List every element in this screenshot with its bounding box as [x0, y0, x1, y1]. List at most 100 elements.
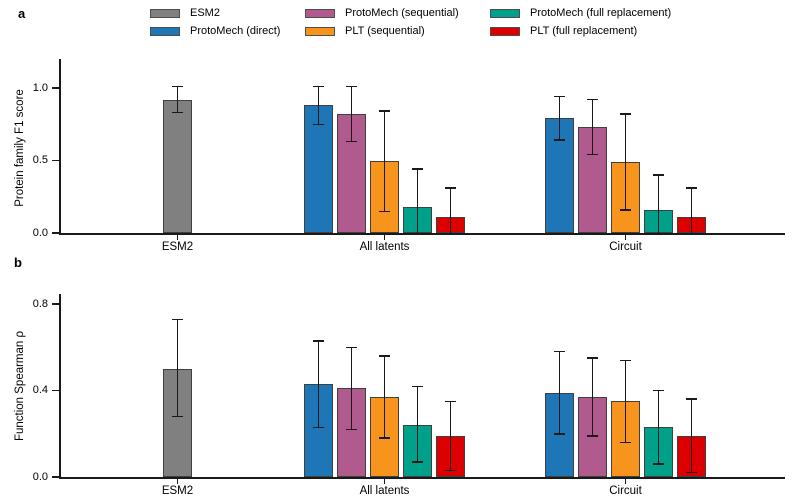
y-tick-label: 0.8	[32, 297, 48, 310]
error-bar-cap-top	[653, 389, 664, 392]
x-tick	[176, 234, 179, 240]
error-bar-cap-top	[172, 318, 183, 321]
error-bar-line	[176, 319, 179, 417]
legend-swatch-icon	[150, 27, 180, 36]
bar-protomech-direct	[304, 105, 333, 233]
error-bar-line	[416, 386, 419, 462]
error-bar-cap-bottom	[653, 463, 664, 465]
error-bar-line	[350, 347, 353, 430]
y-tick-label: 1.0	[32, 81, 48, 94]
error-bar-line	[591, 99, 594, 155]
bar-protomech-full-replacement	[403, 425, 432, 477]
error-bar-cap-top	[379, 110, 390, 112]
panel-letter-a: a	[18, 6, 26, 21]
error-bar-line	[624, 114, 627, 210]
error-bar-cap-top	[313, 340, 324, 342]
y-tick-label: 0.4	[32, 384, 48, 397]
error-bar-line	[350, 86, 353, 142]
x-tick	[176, 478, 179, 484]
error-bar-line	[317, 86, 320, 125]
error-bar-cap-bottom	[172, 415, 183, 418]
error-bar-line	[317, 340, 320, 428]
y-axis-title: Function Spearman ρ	[14, 330, 26, 442]
error-bar-cap-bottom	[379, 437, 390, 439]
legend-item-label: ProtoMech (direct)	[190, 25, 281, 37]
panel-letter-b: b	[14, 255, 22, 270]
bar-esm2	[163, 99, 192, 233]
error-bar-cap-top	[686, 187, 697, 189]
error-bar-cap-bottom	[379, 210, 390, 212]
error-bar-cap-bottom	[620, 441, 631, 444]
error-bar-cap-top	[412, 385, 423, 388]
error-bar-cap-top	[172, 85, 183, 88]
error-bar-cap-top	[346, 85, 357, 88]
x-axis	[59, 477, 785, 479]
x-tick	[383, 234, 386, 240]
x-category-label: ESM2	[161, 485, 194, 497]
y-tick	[52, 389, 59, 392]
error-bar-cap-bottom	[445, 469, 456, 472]
error-bar-line	[657, 390, 660, 465]
legend-swatch-icon	[305, 27, 335, 36]
error-bar-cap-bottom	[313, 123, 324, 125]
error-bar-cap-top	[379, 355, 390, 357]
y-tick-label: 0.5	[32, 154, 48, 166]
error-bar-cap-bottom	[587, 435, 598, 437]
error-bar-line	[690, 399, 693, 473]
error-bar-cap-top	[346, 346, 357, 349]
error-bar-cap-bottom	[313, 426, 324, 429]
y-axis	[59, 294, 61, 479]
error-bar-line	[449, 401, 452, 471]
x-category-label: ESM2	[161, 241, 194, 253]
error-bar-cap-bottom	[346, 140, 357, 143]
error-bar-cap-bottom	[172, 111, 183, 114]
error-bar-line	[416, 169, 419, 233]
error-bar-cap-bottom	[587, 153, 598, 156]
legend-swatch-icon	[305, 9, 335, 18]
legend: ESM2 ProtoMech (direct) ProtoMech (sequent…	[0, 0, 793, 45]
y-tick	[52, 303, 59, 305]
y-axis	[59, 59, 61, 235]
error-bar-cap-top	[313, 85, 324, 88]
legend-item-label: ProtoMech (full replacement)	[530, 7, 672, 19]
error-bar-cap-top	[620, 113, 631, 115]
error-bar-line	[624, 360, 627, 443]
x-category-label: Circuit	[609, 485, 642, 497]
error-bar-cap-top	[412, 168, 423, 170]
error-bar-cap-top	[445, 187, 456, 189]
error-bar-cap-bottom	[686, 471, 697, 474]
error-bar-cap-top	[620, 359, 631, 362]
error-bar-cap-top	[445, 400, 456, 403]
error-bar-cap-top	[587, 98, 598, 101]
error-bar-line	[176, 86, 179, 113]
legend-item-label: PLT (sequential)	[345, 25, 425, 37]
error-bar-line	[690, 188, 693, 233]
error-bar-cap-bottom	[554, 139, 565, 141]
error-bar-line	[657, 175, 660, 233]
legend-swatch-icon	[490, 27, 520, 36]
error-bar-line	[383, 111, 386, 212]
legend-item-label: ProtoMech (sequential)	[345, 7, 459, 19]
legend-swatch-icon	[150, 9, 180, 18]
y-tick-label: 0.0	[32, 470, 48, 483]
y-tick	[52, 159, 59, 162]
error-bar-cap-top	[587, 357, 598, 359]
error-bar-line	[383, 356, 386, 439]
error-bar-cap-top	[686, 398, 697, 400]
x-tick	[624, 478, 627, 484]
error-bar-line	[558, 96, 561, 141]
error-bar-line	[449, 188, 452, 233]
y-tick	[52, 232, 59, 234]
error-bar-cap-bottom	[346, 428, 357, 431]
error-bar-line	[558, 351, 561, 434]
x-category-label: Circuit	[609, 241, 642, 253]
legend-item-label: PLT (full replacement)	[530, 25, 638, 37]
x-category-label: All latents	[359, 485, 410, 497]
error-bar-cap-top	[554, 95, 565, 98]
error-bar-cap-bottom	[620, 209, 631, 211]
y-tick-label: 0.0	[32, 226, 48, 239]
x-tick	[383, 478, 386, 484]
